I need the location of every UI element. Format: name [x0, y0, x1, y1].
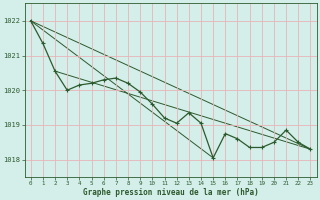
- X-axis label: Graphe pression niveau de la mer (hPa): Graphe pression niveau de la mer (hPa): [83, 188, 259, 197]
